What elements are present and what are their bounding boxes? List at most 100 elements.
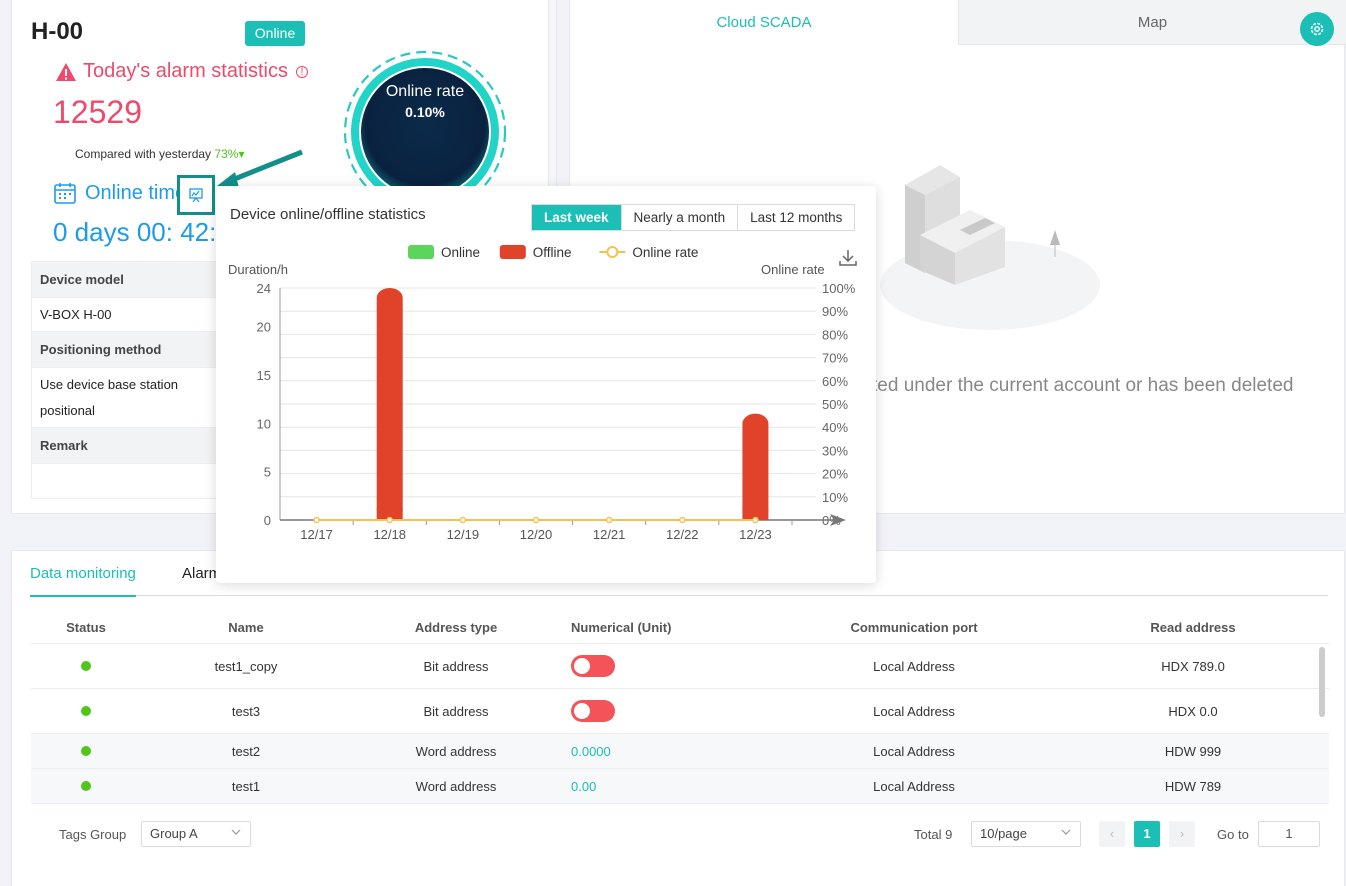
device-info-table: Device model V-BOX H-00 Positioning meth… — [31, 261, 231, 499]
empty-building-illustration — [865, 165, 1100, 330]
monitoring-tabs: Data monitoring Alarm — [30, 551, 1328, 597]
y2-tick-label: 20% — [822, 467, 848, 482]
tab-cloud-scada[interactable]: Cloud SCADA — [570, 0, 958, 45]
status-online-dot — [81, 705, 91, 716]
prev-page-button[interactable]: ‹ — [1099, 821, 1125, 847]
device-title: H-00 — [31, 18, 84, 45]
online-offline-chart: Online Offline Online rate Duration/h Online… — [228, 245, 856, 542]
gauge-label: Online rate — [386, 83, 464, 100]
online-rate-point — [605, 516, 613, 524]
cell-numerical-value[interactable]: 0.0000 — [571, 743, 611, 759]
cell-port: Local Address — [873, 743, 955, 759]
status-online-dot — [81, 660, 91, 671]
legend-label: Offline — [533, 245, 572, 260]
cell-address-type: Word address — [415, 778, 497, 794]
gauge-value: 0.10% — [405, 104, 445, 120]
y2-tick-label: 50% — [822, 397, 848, 412]
compare-label: Compared with yesterday — [75, 147, 212, 161]
cell-address-type: Bit address — [423, 703, 489, 719]
goto-label: Go to — [1217, 827, 1249, 842]
compare-yesterday: Compared with yesterday 73%▾ — [75, 147, 244, 161]
online-rate-point — [679, 516, 686, 524]
y-axis-title: Duration/h — [228, 262, 288, 277]
settings-button[interactable] — [1300, 12, 1334, 46]
tab-alarm[interactable]: Alarm — [182, 565, 222, 582]
trend-down-icon: ▾ — [238, 147, 245, 161]
y2-tick-label: 10% — [822, 490, 848, 505]
online-rate-point — [532, 516, 540, 524]
y-tick-label: 10 — [257, 416, 271, 431]
x-tick-label: 12/23 — [739, 527, 772, 542]
table-row[interactable]: test1 Word address 0.00 Local Address HD… — [31, 769, 1329, 804]
online-time-label: Online time — [85, 181, 187, 204]
warning-icon — [56, 62, 76, 81]
info-circle-icon[interactable]: ! — [296, 65, 308, 78]
table-row[interactable]: test1_copy Bit address Local Address HDX… — [31, 644, 1329, 689]
tab-data-monitoring[interactable]: Data monitoring — [30, 565, 136, 597]
positioning-value: Use device base station positional — [31, 367, 231, 428]
table-footer: Tags Group Group A Total 9 10/page ‹ 1 ›… — [12, 821, 1346, 861]
x-tick-label: 12/17 — [300, 527, 333, 542]
y-tick-label: 20 — [257, 320, 271, 335]
annotation-arrow — [217, 149, 303, 188]
chart-trigger-button[interactable] — [177, 175, 215, 215]
y2-tick-label: 80% — [822, 327, 848, 342]
alarm-title-label: Today's alarm statistics — [83, 60, 288, 82]
cell-name: test1_copy — [214, 658, 278, 674]
y-tick-label: 15 — [257, 368, 271, 383]
total-count: Total 9 — [914, 827, 953, 842]
popup-title: Device online/offline statistics — [230, 206, 426, 223]
range-last-12-months[interactable]: Last 12 months — [737, 205, 854, 230]
next-page-button[interactable]: › — [1169, 821, 1195, 847]
online-rate-point — [459, 516, 467, 524]
view-tabs: Cloud SCADA Map — [570, 0, 1346, 45]
bit-toggle-switch[interactable] — [571, 655, 615, 677]
page-size-select[interactable]: 10/page — [971, 821, 1081, 847]
legend-swatch — [408, 245, 434, 259]
cell-port: Local Address — [873, 778, 955, 794]
y2-tick-label: 70% — [822, 351, 848, 366]
bar-offline — [742, 413, 769, 520]
online-time-title: Online time — [53, 181, 186, 205]
online-rate-point — [386, 516, 393, 524]
table-row[interactable]: test3 Bit address Local Address HDX 0.0 — [31, 689, 1329, 734]
table-scrollbar[interactable] — [1319, 647, 1325, 717]
x-tick-label: 12/20 — [520, 527, 553, 542]
download-icon[interactable] — [838, 248, 858, 268]
header-address-type: Address type — [414, 619, 498, 635]
bit-toggle-switch[interactable] — [571, 700, 615, 722]
online-rate-gauge: Online rate 0.10% — [343, 50, 507, 202]
y-tick-label: 5 — [264, 465, 271, 480]
page-number-button[interactable]: 1 — [1134, 821, 1160, 847]
x-tick-label: 12/22 — [666, 527, 699, 542]
positioning-value-line1: Use device base station — [40, 376, 179, 392]
remark-value — [31, 463, 231, 499]
positioning-value-line2: positional — [40, 402, 95, 418]
online-offline-statistics-popup: Device online/offline statistics Last we… — [216, 186, 876, 583]
tags-group-label: Tags Group — [59, 827, 127, 842]
range-last-week[interactable]: Last week — [532, 205, 621, 230]
data-monitoring-table: Status Name Address type Numerical (Unit… — [31, 611, 1329, 804]
monitoring-panel: Data monitoring Alarm Status Name Addres… — [11, 550, 1345, 886]
device-model-value: V-BOX H-00 — [31, 297, 231, 332]
online-rate-point — [313, 516, 320, 524]
range-nearly-month[interactable]: Nearly a month — [620, 205, 738, 230]
online-time-value: 0 days 00: 42: — [53, 217, 217, 247]
cell-numerical-value[interactable]: 0.00 — [571, 778, 597, 794]
y2-tick-label: 60% — [822, 374, 848, 389]
status-online-dot — [81, 780, 91, 791]
goto-page-input[interactable]: 1 — [1258, 821, 1320, 847]
device-model-label: Device model — [31, 261, 231, 298]
tab-map[interactable]: Map — [958, 0, 1346, 45]
cell-name: test3 — [231, 703, 261, 719]
chart-icon — [189, 188, 203, 203]
header-status: Status — [66, 619, 106, 635]
legend-label: Online rate — [632, 245, 698, 260]
table-row[interactable]: test2 Word address 0.0000 Local Address … — [31, 734, 1329, 769]
header-name: Name — [228, 619, 264, 635]
compare-pct: 73% — [214, 147, 239, 161]
x-tick-label: 12/19 — [447, 527, 480, 542]
bar-offline-base — [742, 508, 769, 520]
y2-tick-label: 90% — [822, 304, 848, 319]
tags-group-select[interactable]: Group A — [141, 821, 251, 847]
